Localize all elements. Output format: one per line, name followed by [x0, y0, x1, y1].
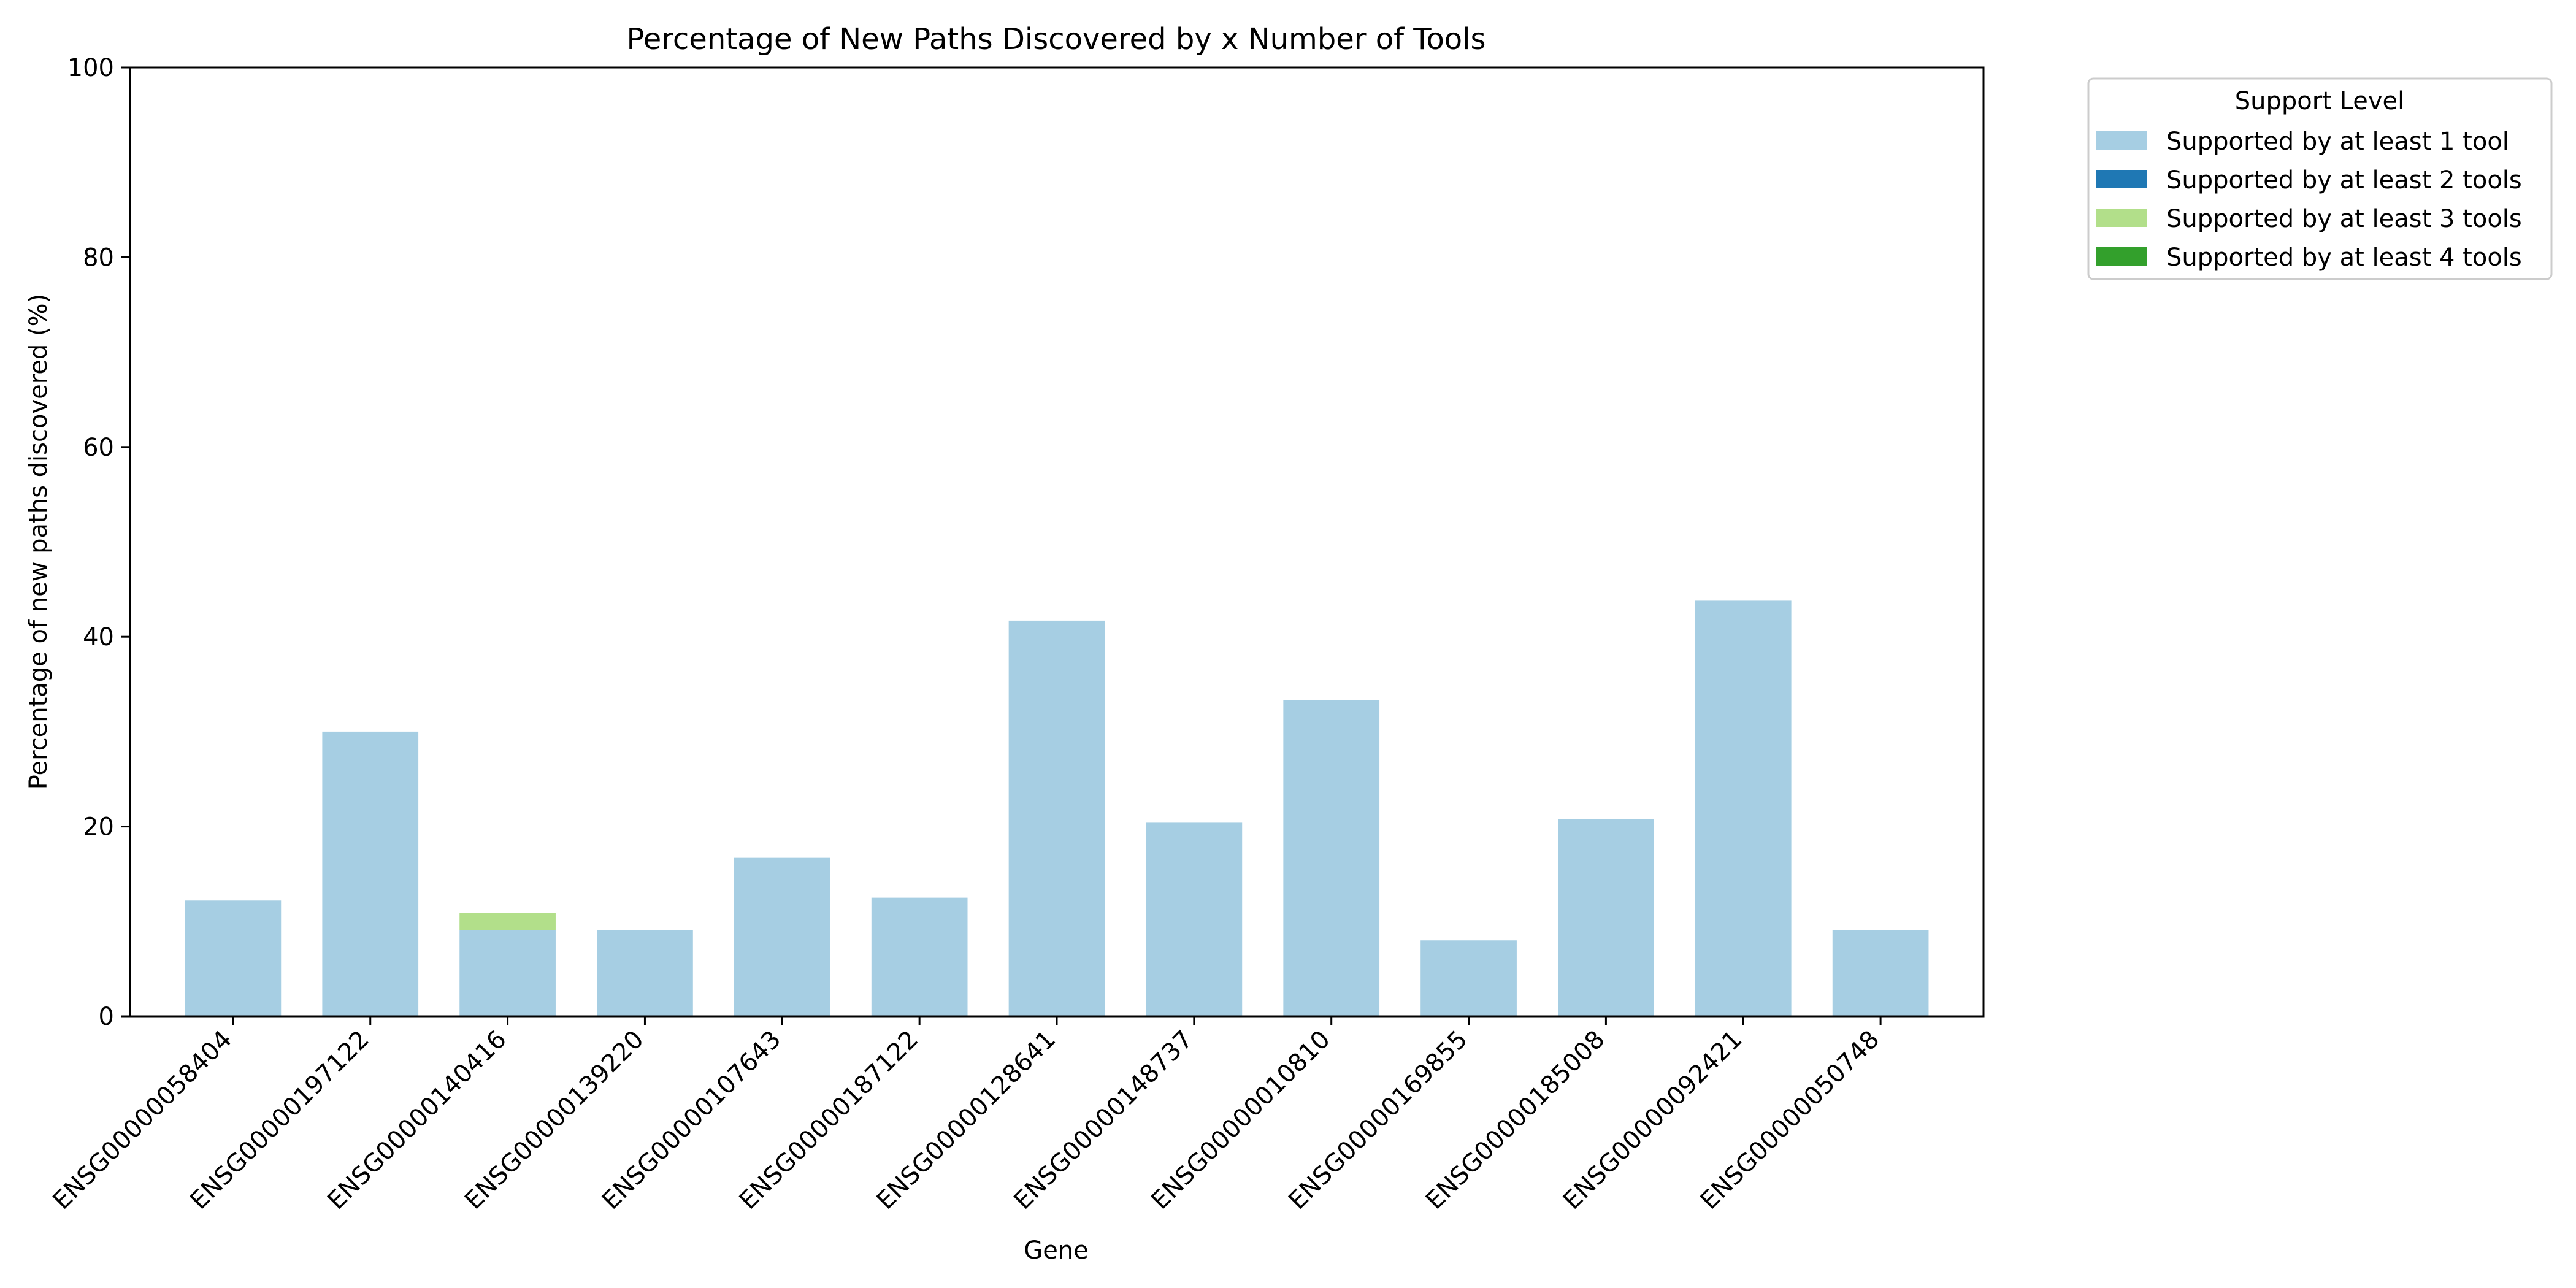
y-tick-label: 80 — [83, 243, 114, 272]
legend-swatch — [2096, 170, 2147, 188]
bar-ENSG00000187122-series-1 — [871, 897, 968, 1016]
bar-ENSG00000140416-series-3 — [459, 913, 556, 930]
y-tick-label: 20 — [83, 813, 114, 841]
y-tick-label: 100 — [67, 54, 114, 82]
bar-ENSG00000185008-series-1 — [1558, 819, 1654, 1016]
bar-ENSG00000107643-series-1 — [734, 857, 830, 1016]
bar-ENSG00000169855-series-1 — [1420, 940, 1517, 1016]
legend-entry-label: Supported by at least 4 tools — [2166, 243, 2522, 272]
legend-items: Supported by at least 1 tool Supported by… — [2096, 128, 2522, 272]
legend-swatch — [2096, 209, 2147, 227]
legend: Support Level Supported by at least 1 to… — [2087, 77, 2553, 280]
legend-entry-label: Supported by at least 2 tools — [2166, 166, 2522, 194]
bar-ENSG00000092421-series-1 — [1695, 600, 1792, 1016]
legend-swatch — [2096, 247, 2147, 266]
legend-entry-label: Supported by at least 3 tools — [2166, 205, 2522, 233]
bar-ENSG00000139220-series-1 — [597, 930, 693, 1016]
y-tick-label: 60 — [83, 434, 114, 462]
y-axis-label: Percentage of new paths discovered (%) — [25, 294, 53, 789]
legend-title: Support Level — [2235, 87, 2404, 115]
plot-area: ENSG00000058404ENSG00000197122ENSG000001… — [48, 54, 1985, 1215]
legend-entry-label: Supported by at least 1 tool — [2166, 128, 2509, 156]
bar-ENSG00000128641-series-1 — [1008, 620, 1105, 1016]
x-axis-label: Gene — [1024, 1236, 1089, 1265]
chart-title: Percentage of New Paths Discovered by x … — [626, 22, 1485, 56]
bar-ENSG00000140416-series-1 — [459, 930, 556, 1016]
bar-ENSG00000148737-series-1 — [1146, 822, 1243, 1016]
y-tick-label: 0 — [99, 1003, 114, 1031]
legend-frame — [2087, 77, 2553, 280]
bar-ENSG00000050748-series-1 — [1832, 930, 1929, 1016]
axes-frame — [129, 66, 1985, 1018]
legend-swatch — [2096, 131, 2147, 150]
bar-ENSG00000197122-series-1 — [322, 731, 419, 1016]
bar-ENSG00000058404-series-1 — [185, 900, 282, 1016]
y-tick-label: 40 — [83, 623, 114, 651]
bar-ENSG00000010810-series-1 — [1283, 700, 1380, 1016]
